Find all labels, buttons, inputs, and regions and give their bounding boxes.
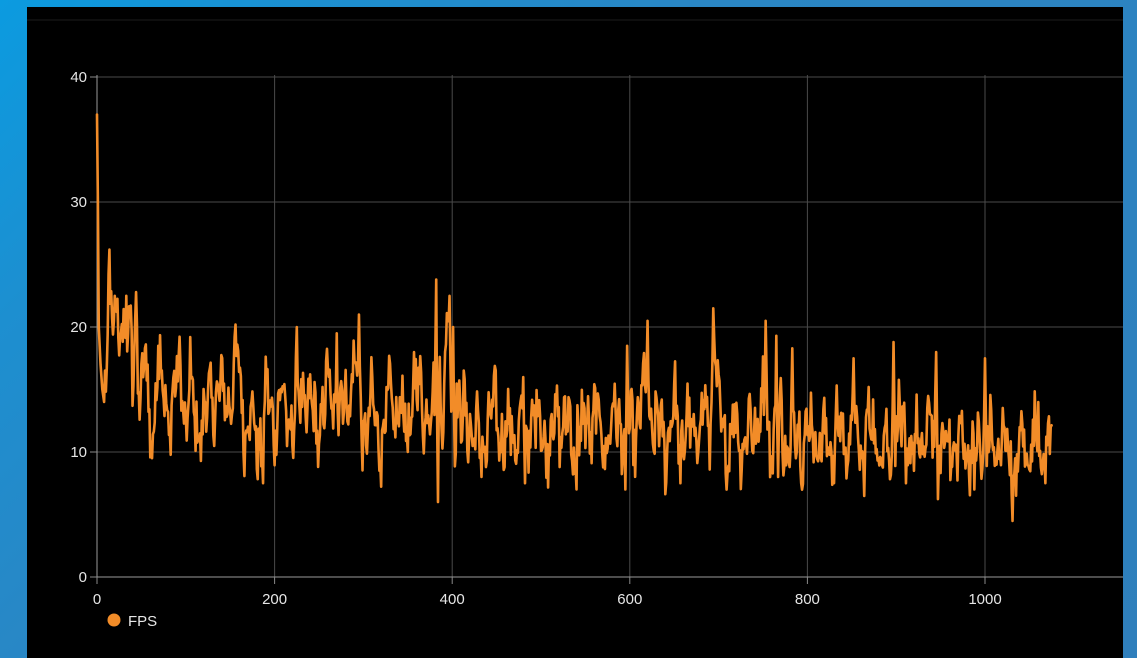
fps-line-chart: 0 10 20 30 40 0 200 400 600 800 1000 FPS bbox=[27, 19, 1123, 630]
grid-lines bbox=[97, 75, 1123, 577]
x-tick-label-1000: 1000 bbox=[968, 591, 1001, 608]
series-line-fps bbox=[95, 113, 1053, 523]
x-tick-label-200: 200 bbox=[262, 591, 287, 608]
x-tick-label-600: 600 bbox=[617, 591, 642, 608]
y-tick-label-20: 20 bbox=[70, 319, 87, 336]
series-group bbox=[95, 113, 1053, 523]
legend-swatch-fps bbox=[107, 613, 121, 627]
x-tick-label-800: 800 bbox=[795, 591, 820, 608]
legend-label-fps: FPS bbox=[128, 613, 157, 630]
y-tick-label-0: 0 bbox=[79, 569, 87, 586]
axes bbox=[96, 75, 1123, 578]
x-tick-label-0: 0 bbox=[93, 591, 101, 608]
chart-panel: 0 10 20 30 40 0 200 400 600 800 1000 FPS bbox=[27, 7, 1123, 658]
y-tick-label-10: 10 bbox=[70, 444, 87, 461]
y-tick-label-40: 40 bbox=[70, 69, 87, 86]
legend: FPS bbox=[107, 613, 157, 630]
x-tick-label-400: 400 bbox=[440, 591, 465, 608]
x-axis-ticks: 0 200 400 600 800 1000 bbox=[93, 577, 1002, 608]
y-tick-label-30: 30 bbox=[70, 194, 87, 211]
y-axis-ticks: 0 10 20 30 40 bbox=[70, 69, 97, 586]
